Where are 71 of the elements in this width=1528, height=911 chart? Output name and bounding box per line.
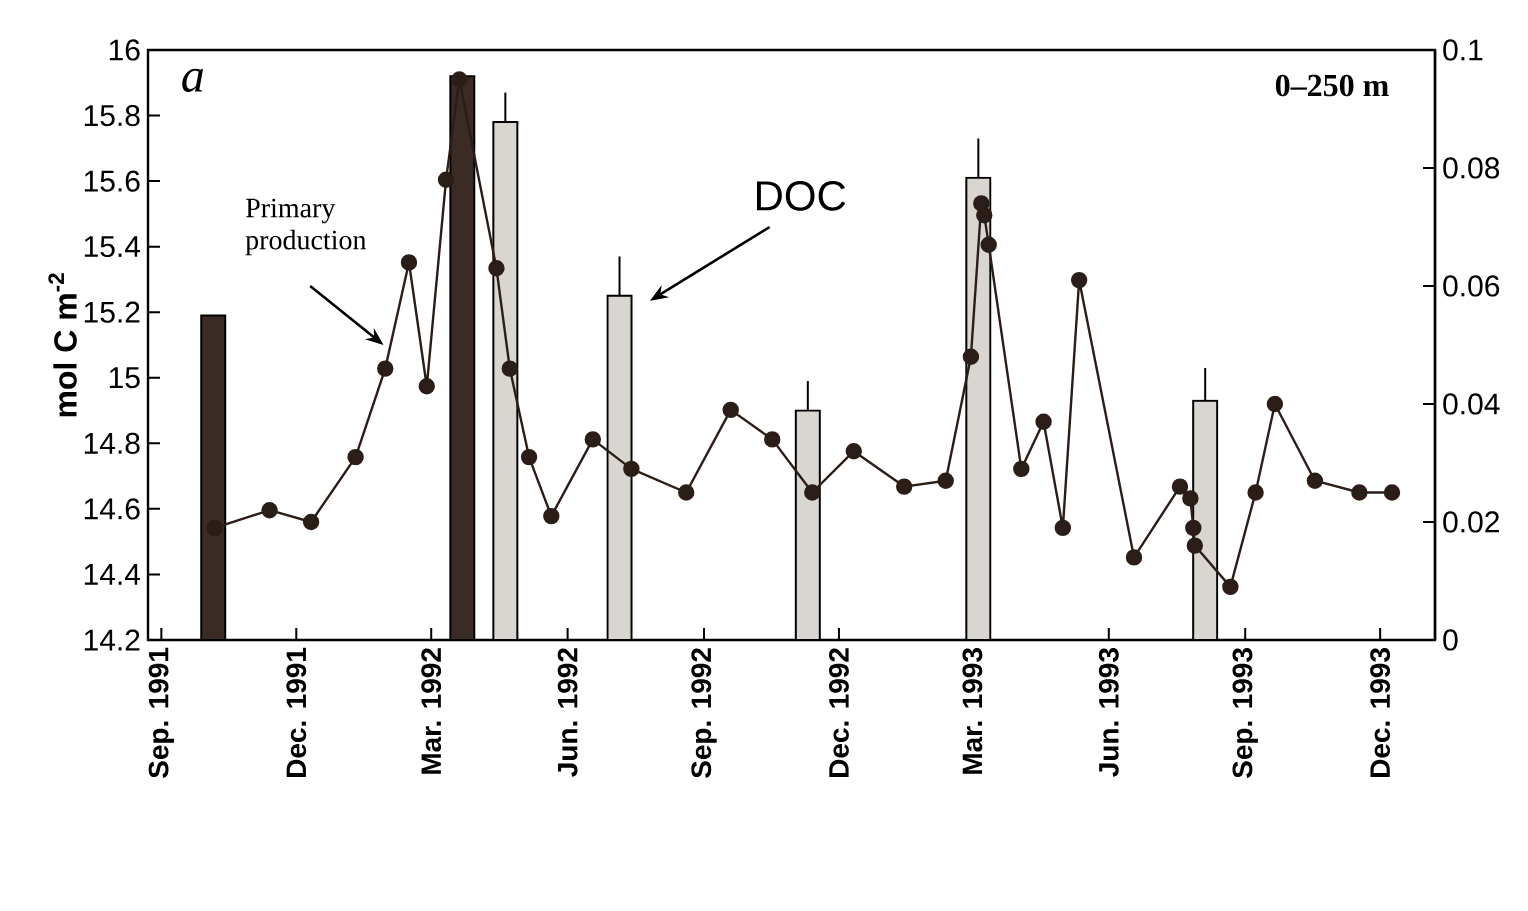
x-tick-label: Jun. 1993 <box>1098 648 1119 777</box>
x-tick-label: Mar. 1992 <box>421 648 442 774</box>
point <box>962 348 980 365</box>
point <box>302 513 320 531</box>
x-tick-label: Sep. 1993 <box>1232 648 1258 779</box>
point <box>1351 484 1368 501</box>
point <box>584 431 602 448</box>
x-tick-label: Dec. 1993 <box>1370 648 1391 777</box>
point <box>1383 484 1401 501</box>
point <box>1222 578 1239 596</box>
point <box>1182 490 1199 507</box>
point <box>1266 395 1284 413</box>
y-tick-label: 14.4 <box>84 564 141 585</box>
point <box>623 460 640 478</box>
point <box>1186 537 1203 554</box>
point <box>1054 519 1072 537</box>
y-tick-label: 14.6 <box>84 498 140 520</box>
point <box>722 401 739 419</box>
point <box>437 171 455 188</box>
x-tick-label: Mar. 1993 <box>962 648 983 774</box>
point <box>1306 472 1324 489</box>
point <box>1013 460 1030 478</box>
point <box>377 360 394 377</box>
point <box>520 448 538 466</box>
point <box>896 478 913 495</box>
y2-tick-label: 0.08 <box>1443 157 1500 179</box>
y-tick-label: 16 <box>109 39 140 61</box>
annotation: a <box>182 68 203 92</box>
y-tick-label: 15 <box>109 367 140 389</box>
annotation: 0–250 m <box>1275 74 1389 97</box>
point <box>418 378 435 395</box>
y-tick-label: 15.6 <box>84 170 140 192</box>
y2-tick-label: 0.1 <box>1443 39 1483 61</box>
point <box>1125 549 1143 566</box>
annotation: Primary production <box>245 198 367 256</box>
y-tick-label: 15.4 <box>84 236 141 258</box>
point <box>1070 271 1088 289</box>
point <box>1035 413 1052 430</box>
point <box>845 442 862 460</box>
y-tick-label: 15.8 <box>84 104 140 127</box>
point <box>937 472 954 489</box>
y2-tick-label: 0.06 <box>1443 275 1500 297</box>
x-tick-label: Sep. 1991 <box>148 647 175 779</box>
point <box>261 501 278 519</box>
point <box>400 254 418 271</box>
point <box>1171 478 1189 495</box>
point <box>543 507 560 525</box>
y2-tick-label: 0.04 <box>1443 393 1500 415</box>
x-tick-label: Dec. 1991 <box>286 647 307 777</box>
y-tick-label: 15.2 <box>84 301 140 323</box>
annotation: DOC <box>756 180 846 211</box>
y-tick-label: 14.8 <box>84 432 140 454</box>
point <box>764 431 781 448</box>
point <box>678 484 695 501</box>
point <box>804 484 821 501</box>
y2-tick-label: 0 <box>1443 629 1458 651</box>
x-tick-label: Jun. 1992 <box>557 648 578 777</box>
point <box>976 207 993 224</box>
point <box>1185 519 1202 537</box>
point <box>488 260 505 277</box>
point <box>501 360 518 377</box>
point <box>451 71 468 88</box>
y-axis-title: mol C m$^{-2}$ <box>48 273 77 417</box>
point <box>206 519 223 537</box>
point <box>1247 484 1264 501</box>
x-tick-label: Sep. 1992 <box>691 648 717 779</box>
y2-tick-label: 0.02 <box>1443 511 1499 533</box>
x-tick-label: Dec. 1992 <box>829 648 849 777</box>
point <box>347 448 364 466</box>
point <box>980 236 997 253</box>
y-tick-label: 14.2 <box>84 629 140 651</box>
